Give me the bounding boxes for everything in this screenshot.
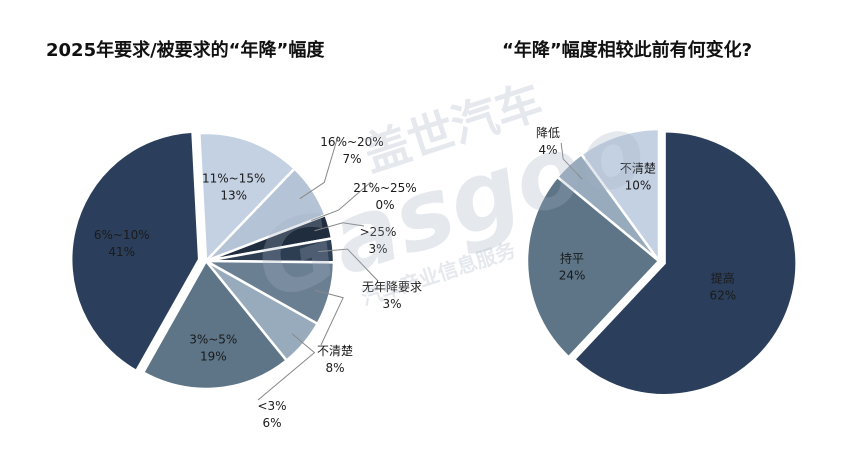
pie-slice xyxy=(572,129,798,397)
leader-line xyxy=(299,135,339,200)
left-pie xyxy=(69,130,379,401)
slice-label: 6%~10% 41% xyxy=(94,228,150,259)
leader-line xyxy=(314,222,365,232)
slice-label: 3%~5% 19% xyxy=(189,333,237,364)
pie-slice xyxy=(579,127,661,265)
pie-slice xyxy=(525,175,661,359)
slice-label: 持平 24% xyxy=(559,250,586,282)
leader-line xyxy=(257,333,316,401)
slice-label: 降低 4% xyxy=(536,126,560,157)
leader-line xyxy=(314,289,344,346)
left-chart-title: 2025年要求/被要求的“年降”幅度 xyxy=(46,40,325,61)
slice-label: 提高 62% xyxy=(709,270,736,302)
slice-label: 不清楚 10% xyxy=(620,161,656,192)
slice-label: >25% 3% xyxy=(360,225,397,256)
pie-slice xyxy=(141,258,289,391)
right-chart-title: “年降”幅度相较此前有何变化? xyxy=(502,40,753,61)
slice-label: 11%~15% 13% xyxy=(202,172,265,203)
slice-label: 21%~25% 0% xyxy=(353,181,416,212)
slice-label: <3% 6% xyxy=(257,399,286,430)
pie-slice xyxy=(197,131,297,264)
slice-label: 16%~20% 7% xyxy=(320,135,383,166)
slice-label: 无年降要求 3% xyxy=(362,280,422,311)
leader-line xyxy=(310,181,372,222)
slice-label: 不清楚 8% xyxy=(317,344,353,375)
leader-line xyxy=(560,142,583,180)
right-pie xyxy=(525,127,798,397)
leader-line xyxy=(318,248,379,282)
pie-slice xyxy=(69,130,201,373)
